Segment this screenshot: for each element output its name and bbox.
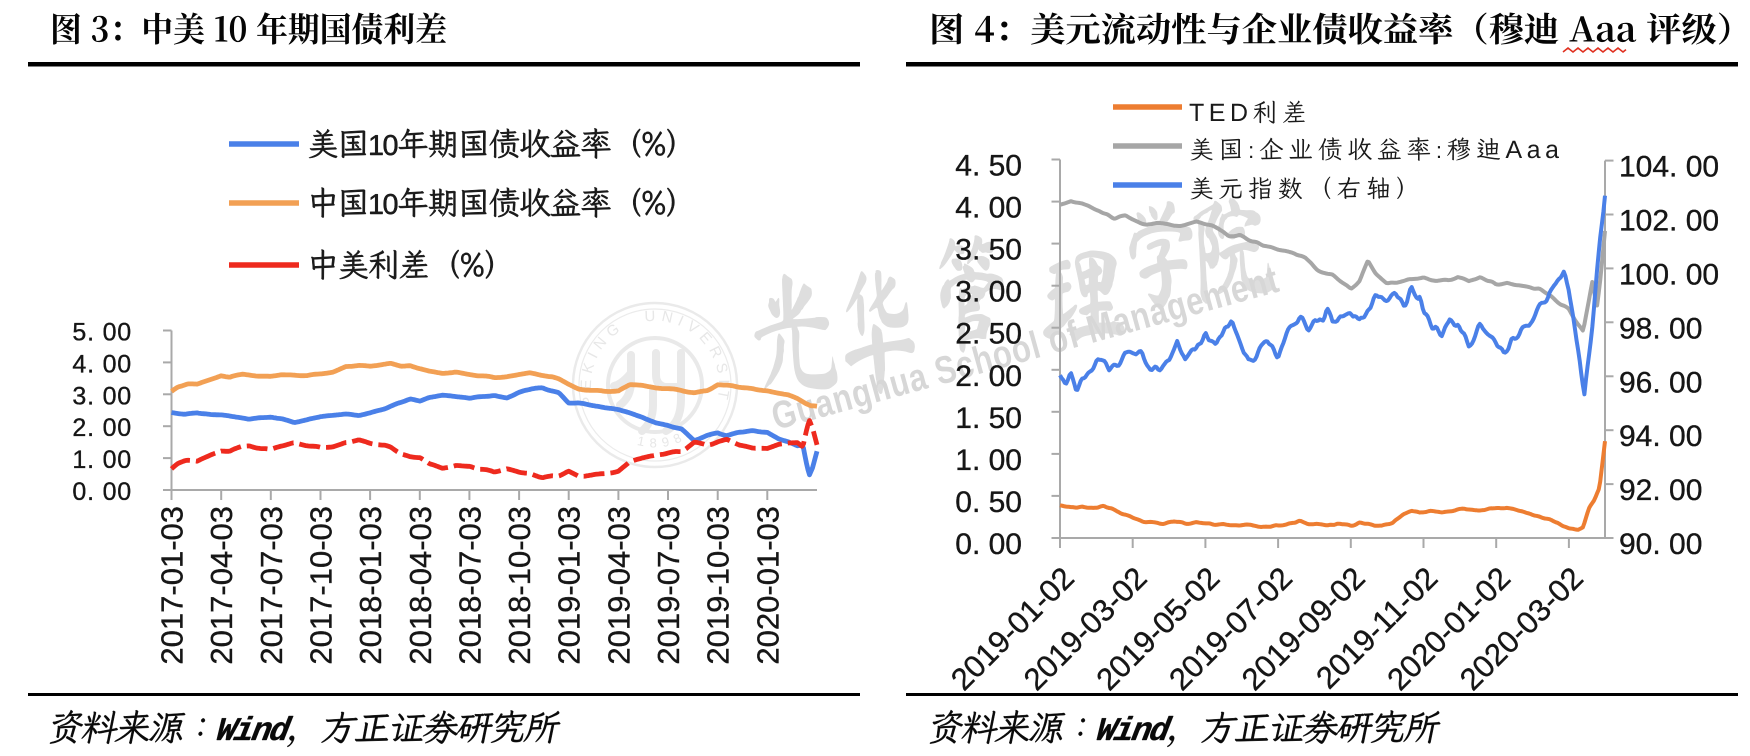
svg-text:3. 00: 3. 00 <box>955 276 1022 309</box>
svg-text:Guanghua School of Management: Guanghua School of Management <box>767 258 1284 439</box>
svg-text:2019-04-03: 2019-04-03 <box>601 506 636 665</box>
svg-text:2018-10-03: 2018-10-03 <box>502 506 537 665</box>
svg-text:90. 00: 90. 00 <box>1619 528 1702 561</box>
svg-text:2. 50: 2. 50 <box>955 318 1022 351</box>
svg-text:2018-01-03: 2018-01-03 <box>353 506 388 665</box>
svg-text:2019-01-03: 2019-01-03 <box>552 506 587 665</box>
svg-text:2018-07-03: 2018-07-03 <box>452 506 487 665</box>
svg-text:100. 00: 100. 00 <box>1619 258 1719 291</box>
svg-text:2020-01-03: 2020-01-03 <box>750 506 785 665</box>
svg-text:4. 00: 4. 00 <box>955 192 1022 225</box>
svg-text:2. 00: 2. 00 <box>72 414 132 442</box>
svg-text:1. 50: 1. 50 <box>955 402 1022 435</box>
svg-text:104. 00: 104. 00 <box>1619 151 1719 184</box>
svg-text:2019-07-03: 2019-07-03 <box>651 506 686 665</box>
svg-text:98. 00: 98. 00 <box>1619 312 1702 345</box>
svg-text:1. 00: 1. 00 <box>72 446 132 474</box>
svg-text:2018-04-03: 2018-04-03 <box>403 506 438 665</box>
svg-text:2017-01-03: 2017-01-03 <box>155 506 190 665</box>
svg-text:0. 50: 0. 50 <box>955 486 1022 519</box>
svg-text:2. 00: 2. 00 <box>955 360 1022 393</box>
svg-text:4. 00: 4. 00 <box>72 350 132 378</box>
svg-text:2017-07-03: 2017-07-03 <box>254 506 289 665</box>
svg-text:1. 00: 1. 00 <box>955 444 1022 477</box>
svg-text:102. 00: 102. 00 <box>1619 205 1719 238</box>
svg-text:96. 00: 96. 00 <box>1619 366 1702 399</box>
svg-text:0. 00: 0. 00 <box>72 478 132 506</box>
svg-text:3. 00: 3. 00 <box>72 382 132 410</box>
svg-text:92. 00: 92. 00 <box>1619 474 1702 507</box>
svg-text:4. 50: 4. 50 <box>955 150 1022 183</box>
svg-text:0. 00: 0. 00 <box>955 528 1022 561</box>
svg-text:2017-10-03: 2017-10-03 <box>304 506 339 665</box>
svg-text:2019-10-03: 2019-10-03 <box>701 506 736 665</box>
svg-text:PEKING UNIVERSITY: PEKING UNIVERSITY <box>0 0 732 408</box>
svg-text:3. 50: 3. 50 <box>955 234 1022 267</box>
svg-text:94. 00: 94. 00 <box>1619 420 1702 453</box>
svg-text:5. 00: 5. 00 <box>72 319 132 347</box>
svg-text:2017-04-03: 2017-04-03 <box>204 506 239 665</box>
